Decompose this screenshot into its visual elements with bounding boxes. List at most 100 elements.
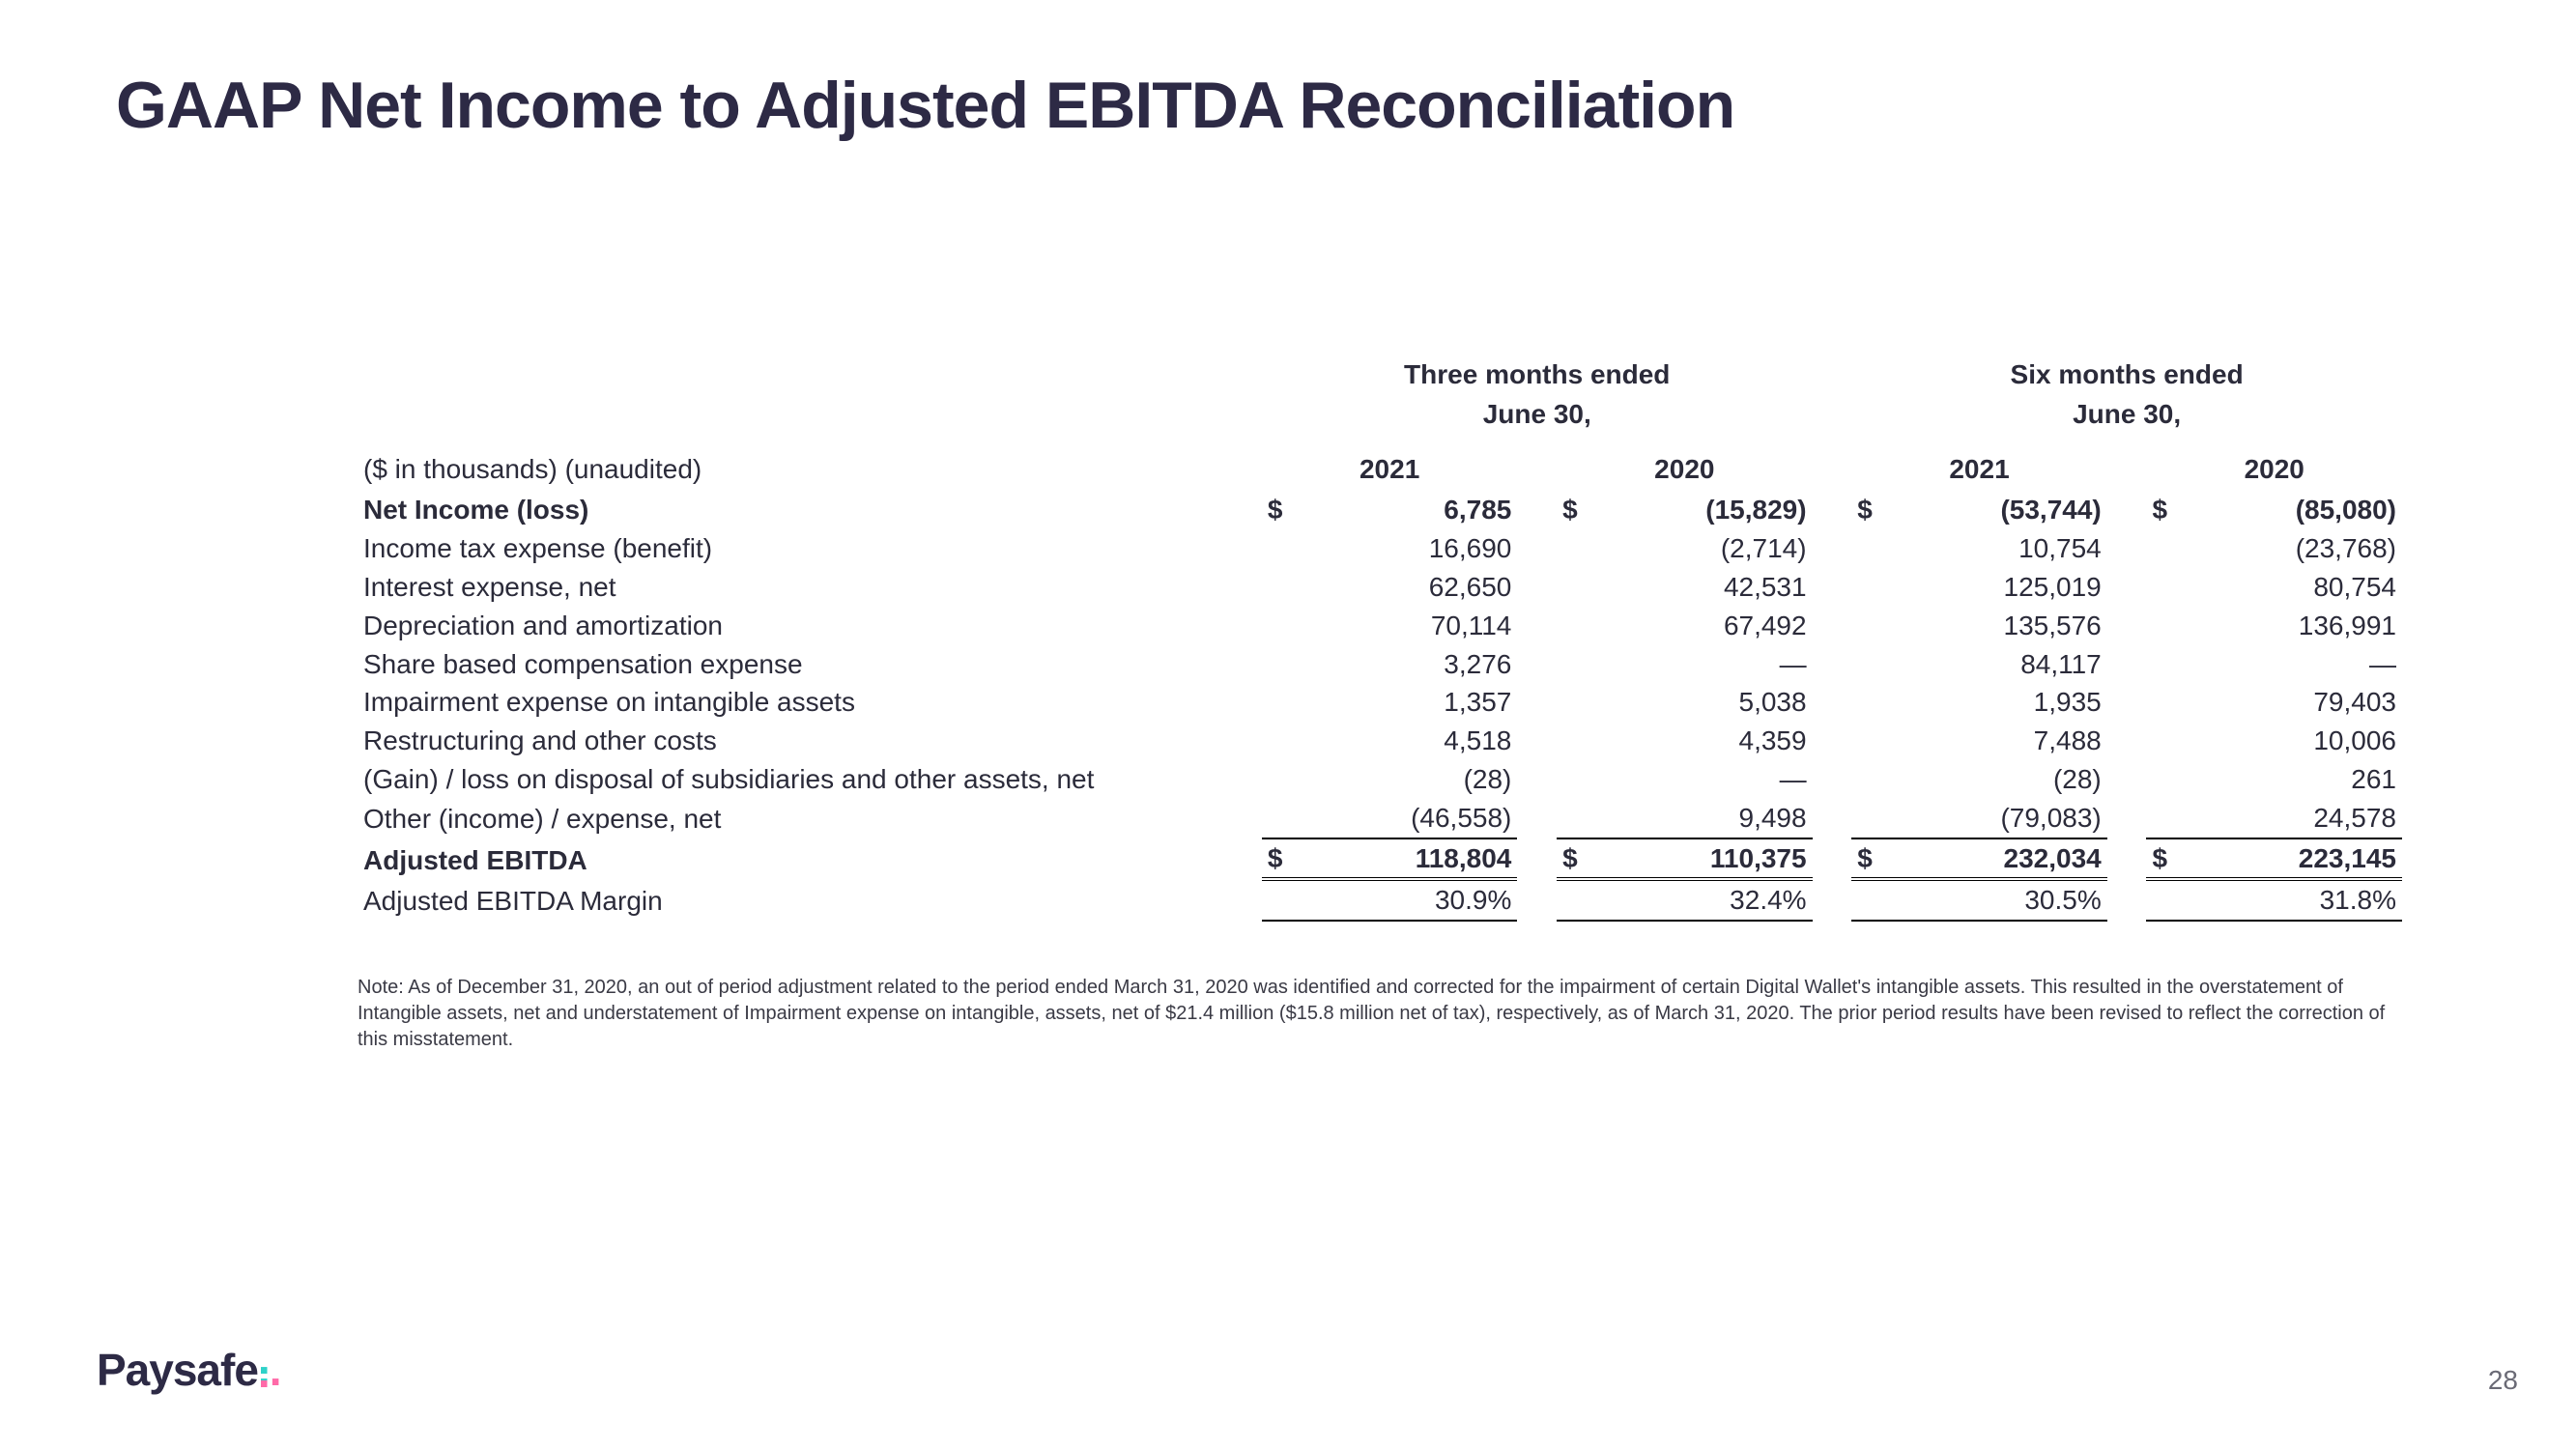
col-gap: [1517, 879, 1557, 921]
cell-value: 62,650: [1321, 568, 1517, 607]
currency-symbol: $: [1262, 838, 1321, 880]
currency-symbol: [1262, 683, 1321, 722]
period-header-row: Three months ended Six months ended: [358, 355, 2402, 395]
currency-symbol: [2146, 607, 2205, 645]
currency-symbol: [1262, 645, 1321, 684]
col-gap: [1517, 683, 1557, 722]
cell-value: 24,578: [2205, 799, 2402, 838]
row-label: Restructuring and other costs: [358, 722, 1262, 760]
cell-value: 110,375: [1616, 838, 1812, 880]
cell-value: —: [2205, 645, 2402, 684]
table-row: Income tax expense (benefit)16,690(2,714…: [358, 529, 2402, 568]
col-gap: [1813, 529, 1852, 568]
cell-value: 1,357: [1321, 683, 1517, 722]
currency-symbol: [1557, 683, 1616, 722]
footnote: Note: As of December 31, 2020, an out of…: [358, 975, 2402, 1053]
currency-symbol: [1557, 607, 1616, 645]
currency-symbol: [1851, 879, 1910, 921]
row-label: Income tax expense (benefit): [358, 529, 1262, 568]
page-title: GAAP Net Income to Adjusted EBITDA Recon…: [116, 68, 2460, 143]
table-row: (Gain) / loss on disposal of subsidiarie…: [358, 760, 2402, 799]
currency-symbol: [1851, 799, 1910, 838]
currency-symbol: [1851, 722, 1910, 760]
col-gap: [2107, 491, 2147, 529]
currency-symbol: [2146, 799, 2205, 838]
table-row: Depreciation and amortization70,11467,49…: [358, 607, 2402, 645]
col-gap: [1813, 879, 1852, 921]
cell-value: 1,935: [1910, 683, 2106, 722]
col-gap: [1517, 645, 1557, 684]
col-gap: [2107, 760, 2147, 799]
slide: GAAP Net Income to Adjusted EBITDA Recon…: [0, 0, 2576, 1449]
row-label: Other (income) / expense, net: [358, 799, 1262, 838]
col-gap: [2107, 799, 2147, 838]
currency-symbol: [1262, 760, 1321, 799]
unit-label: ($ in thousands) (unaudited): [358, 450, 1262, 492]
table-row: Adjusted EBITDA$118,804$110,375$232,034$…: [358, 838, 2402, 880]
cell-value: 70,114: [1321, 607, 1517, 645]
period-subheader-row: June 30, June 30,: [358, 395, 2402, 450]
cell-value: 31.8%: [2205, 879, 2402, 921]
page-number: 28: [2488, 1365, 2518, 1396]
currency-symbol: $: [1851, 838, 1910, 880]
col-gap: [2107, 683, 2147, 722]
period-header-6m: Six months ended: [1851, 355, 2402, 395]
row-label: Impairment expense on intangible assets: [358, 683, 1262, 722]
cell-value: 6,785: [1321, 491, 1517, 529]
currency-symbol: [1262, 568, 1321, 607]
col-gap: [1813, 799, 1852, 838]
col-gap: [1813, 683, 1852, 722]
currency-symbol: [1557, 645, 1616, 684]
cell-value: 30.5%: [1910, 879, 2106, 921]
currency-symbol: [1851, 760, 1910, 799]
table-row: Other (income) / expense, net(46,558)9,4…: [358, 799, 2402, 838]
brand-colon-dot-bottom: .: [270, 1345, 281, 1395]
currency-symbol: [1851, 607, 1910, 645]
cell-value: 7,488: [1910, 722, 2106, 760]
cell-value: 135,576: [1910, 607, 2106, 645]
col-gap: [1813, 607, 1852, 645]
cell-value: 232,034: [1910, 838, 2106, 880]
col-gap: [2107, 607, 2147, 645]
col-gap: [2107, 838, 2147, 880]
table-row: Interest expense, net 62,650 42,531 125,019…: [358, 568, 2402, 607]
table-row: Impairment expense on intangible assets 1…: [358, 683, 2402, 722]
currency-symbol: [1262, 879, 1321, 921]
cell-value: 84,117: [1910, 645, 2106, 684]
col-gap: [1813, 760, 1852, 799]
cell-value: 10,754: [1910, 529, 2106, 568]
currency-symbol: [1851, 529, 1910, 568]
currency-symbol: $: [1557, 838, 1616, 880]
col-gap: [1517, 568, 1557, 607]
currency-symbol: [2146, 529, 2205, 568]
cell-value: 223,145: [2205, 838, 2402, 880]
row-label: Net Income (loss): [358, 491, 1262, 529]
cell-value: 125,019: [1910, 568, 2106, 607]
col-gap: [2107, 645, 2147, 684]
currency-symbol: $: [1262, 491, 1321, 529]
cell-value: 5,038: [1616, 683, 1812, 722]
brand-colon-dot-top: .: [258, 1345, 270, 1395]
cell-value: 3,276: [1321, 645, 1517, 684]
year-col-3: 2020: [2146, 450, 2402, 492]
period-subheader-6m: June 30,: [1851, 395, 2402, 450]
currency-symbol: [1557, 568, 1616, 607]
row-label: Interest expense, net: [358, 568, 1262, 607]
col-gap: [2107, 568, 2147, 607]
currency-symbol: [1851, 568, 1910, 607]
currency-symbol: [1851, 683, 1910, 722]
currency-symbol: [2146, 760, 2205, 799]
cell-value: 118,804: [1321, 838, 1517, 880]
cell-value: 42,531: [1616, 568, 1812, 607]
currency-symbol: [1557, 760, 1616, 799]
cell-value: —: [1616, 645, 1812, 684]
table-row: Restructuring and other costs4,5184,3597…: [358, 722, 2402, 760]
cell-value: 16,690: [1321, 529, 1517, 568]
col-gap: [1517, 838, 1557, 880]
col-gap: [1813, 568, 1852, 607]
brand-name: Paysafe: [97, 1345, 258, 1395]
currency-symbol: [1557, 799, 1616, 838]
brand-logo: Paysafe..: [97, 1344, 280, 1396]
cell-value: 4,359: [1616, 722, 1812, 760]
currency-symbol: [1262, 607, 1321, 645]
